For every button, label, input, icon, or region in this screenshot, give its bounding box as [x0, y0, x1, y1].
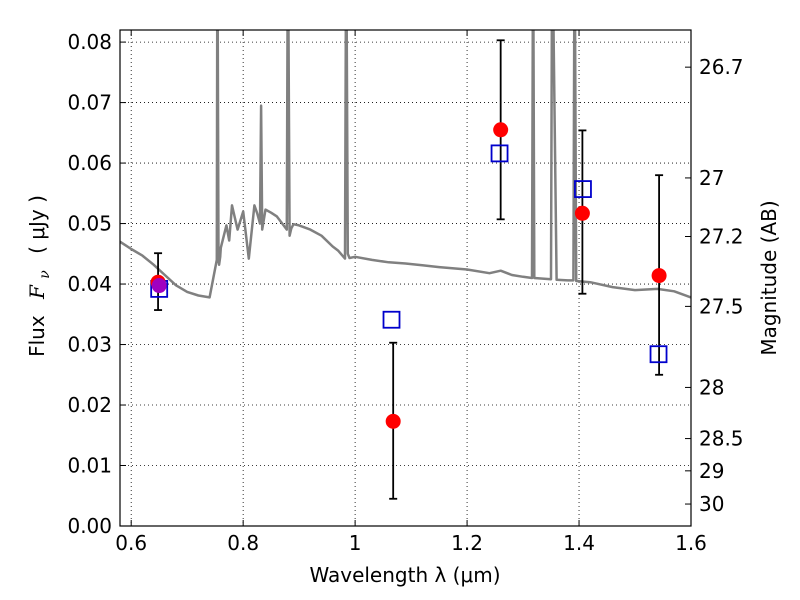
x-axis-label: Wavelength λ (μm): [309, 563, 500, 587]
y2-axis-label: Magnitude (AB): [757, 200, 781, 355]
plot-area: [120, 30, 691, 500]
x-tick-label: 0.8: [227, 531, 259, 555]
observed-point: [574, 205, 590, 221]
y-tick-label: 0.02: [67, 393, 112, 417]
mag-tick-label: 27.2: [699, 224, 744, 248]
mag-tick-label: 26.7: [699, 55, 744, 79]
spectrum-line: [120, 30, 691, 299]
y-tick-label: 0.01: [67, 454, 112, 478]
y-tick-label: 0.06: [67, 151, 112, 175]
axes: 0.6 0.8 1 1.2 1.4 1.6 0.00 0.01 0.02 0.03 0.04 0.05…: [67, 30, 744, 555]
x-tick-label: 1.2: [451, 531, 483, 555]
mag-tick-label: 28.5: [699, 427, 744, 451]
mag-tick-label: 30: [699, 492, 724, 516]
overlap-point: [151, 278, 167, 294]
mag-tick-label: 27: [699, 166, 724, 190]
model-point: [649, 345, 668, 364]
y-tick-label: 0.03: [67, 333, 112, 357]
grid: [120, 30, 692, 527]
y-axis-label-subscript: ν: [37, 270, 53, 279]
x-tick-label: 0.6: [115, 531, 147, 555]
y-tick-label: 0.08: [67, 30, 112, 54]
y-tick-label: 0.07: [67, 91, 112, 115]
mag-tick-label: 27.5: [699, 294, 744, 318]
mag-tick-label: 29: [699, 459, 724, 483]
plot-frame: [119, 29, 692, 527]
model-point: [574, 180, 592, 198]
y-axis-label-symbol: F: [25, 284, 49, 300]
observed-point: [493, 122, 509, 138]
y-axis-label-prefix: Flux: [25, 315, 49, 357]
observed-point: [651, 268, 667, 284]
y-axis-label: Flux F ν ( μJy ): [25, 195, 54, 357]
y-tick-label: 0.04: [67, 272, 112, 296]
model-point: [490, 144, 509, 163]
x-tick-label: 1.6: [675, 531, 707, 555]
x-tick-label: 1: [349, 531, 362, 555]
x-tick-label: 1.4: [563, 531, 595, 555]
observed-point: [385, 413, 401, 429]
mag-tick-label: 28: [699, 375, 724, 399]
y-tick-label: 0.05: [67, 212, 112, 236]
y-tick-label: 0.00: [67, 514, 112, 538]
model-point: [382, 310, 401, 329]
y-axis-label-unit: ( μJy ): [25, 195, 49, 254]
